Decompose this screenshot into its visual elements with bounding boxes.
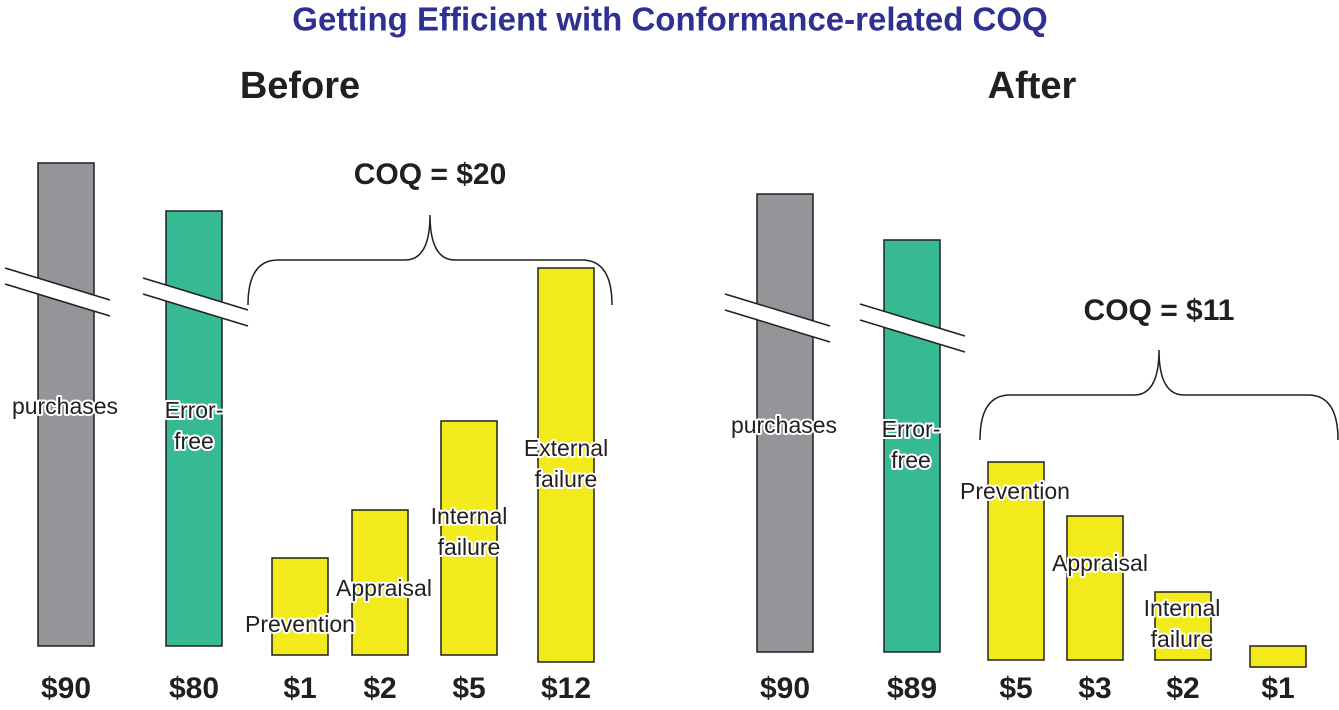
amount-label: $1 bbox=[283, 672, 316, 705]
bar-label: free bbox=[174, 428, 214, 454]
title: Getting Efficient with Conformance-relat… bbox=[292, 1, 1047, 38]
bar bbox=[883, 239, 941, 653]
bar-label: failure bbox=[1151, 626, 1214, 652]
bar bbox=[756, 193, 814, 653]
coq-label: COQ = $20 bbox=[354, 158, 507, 191]
axis-break-line bbox=[4, 267, 111, 301]
amount-label: $90 bbox=[41, 672, 91, 705]
bar-label: failure bbox=[535, 466, 598, 492]
axis-break-gap bbox=[860, 304, 965, 352]
axis-break-line bbox=[724, 309, 831, 343]
amount-label: $5 bbox=[999, 672, 1032, 705]
axis-break-line bbox=[724, 293, 831, 327]
bar-label: purchases bbox=[12, 393, 118, 419]
amount-label: $90 bbox=[760, 672, 810, 705]
bar bbox=[351, 509, 409, 656]
amount-label: $1 bbox=[1261, 672, 1294, 705]
bar-label: Internal bbox=[431, 503, 508, 529]
bar-label: free bbox=[891, 447, 931, 473]
bar-label: External bbox=[524, 435, 608, 461]
amount-label: $80 bbox=[169, 672, 219, 705]
axis-break-gap bbox=[725, 294, 830, 342]
bar bbox=[440, 420, 498, 656]
bar bbox=[37, 162, 95, 647]
axis-break-gap bbox=[143, 278, 248, 326]
bar bbox=[1154, 591, 1212, 661]
bar-label: purchases bbox=[731, 412, 837, 438]
amount-label: $2 bbox=[1166, 672, 1199, 705]
axis-break-gap bbox=[5, 268, 110, 316]
bar-label: failure bbox=[438, 534, 501, 560]
bar-label: Prevention bbox=[245, 611, 355, 637]
panel-heading: Before bbox=[240, 65, 360, 107]
bar bbox=[271, 557, 329, 656]
bar-label: Internal bbox=[1144, 595, 1221, 621]
bar-label: Appraisal bbox=[1052, 550, 1148, 576]
axis-break-line bbox=[4, 283, 111, 317]
panel-heading: After bbox=[988, 65, 1077, 107]
bar bbox=[987, 461, 1045, 661]
bar-label: Prevention bbox=[960, 478, 1070, 504]
bar bbox=[537, 267, 595, 663]
bar-label: Error- bbox=[165, 397, 224, 423]
coq-label: COQ = $11 bbox=[1084, 294, 1235, 327]
axis-break-line bbox=[859, 303, 966, 337]
amount-label: $89 bbox=[887, 672, 937, 705]
amount-label: $12 bbox=[541, 672, 591, 705]
amount-label: $2 bbox=[363, 672, 396, 705]
axis-break-line bbox=[859, 319, 966, 353]
amount-label: $5 bbox=[452, 672, 485, 705]
axis-break-line bbox=[142, 277, 249, 311]
bar-label: Error- bbox=[882, 416, 941, 442]
bar-label: Appraisal bbox=[336, 575, 432, 601]
bar bbox=[1249, 645, 1307, 668]
brace bbox=[247, 214, 613, 306]
amount-label: $3 bbox=[1078, 672, 1111, 705]
bar bbox=[1066, 515, 1124, 661]
bar bbox=[165, 210, 223, 647]
brace bbox=[979, 349, 1339, 441]
axis-break-line bbox=[142, 293, 249, 327]
